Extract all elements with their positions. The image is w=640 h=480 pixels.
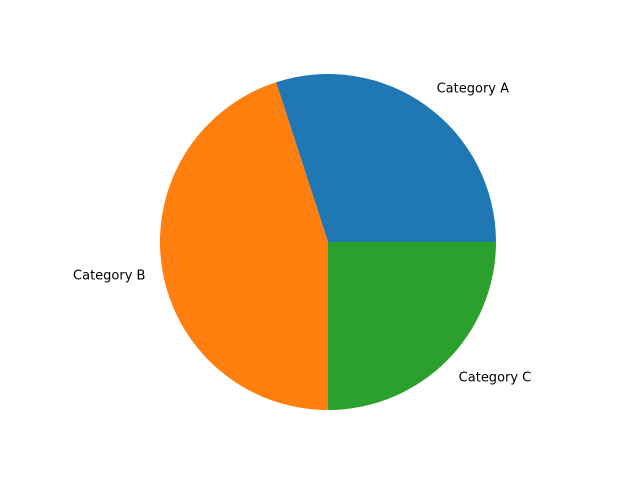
- pie-slice-category-c: [328, 242, 496, 410]
- pie-label-category-a: Category A: [437, 81, 510, 96]
- pie-slice-category-b: [160, 82, 328, 410]
- pie-label-category-c: Category C: [459, 370, 532, 385]
- pie-slice-category-a: [276, 73, 496, 242]
- pie-slices: [160, 73, 496, 410]
- pie-label-category-b: Category B: [73, 269, 145, 284]
- pie-labels: Category A Category B Category C: [73, 81, 531, 385]
